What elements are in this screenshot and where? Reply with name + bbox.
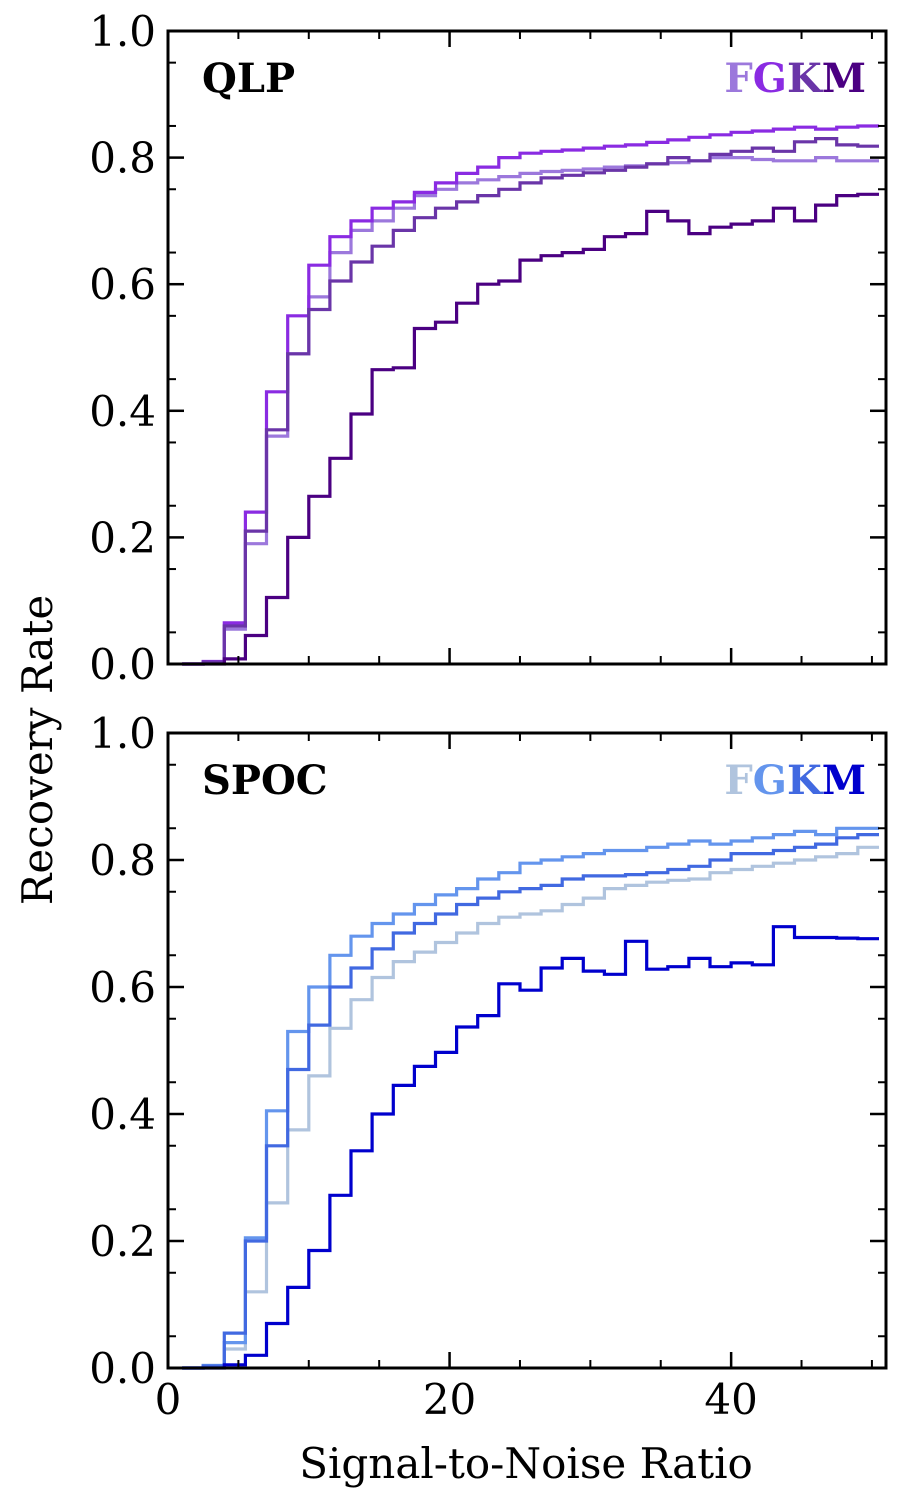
y-tick-label: 0.6 <box>89 260 156 309</box>
legend-letter-g: G <box>753 55 787 102</box>
series-spoc-g <box>182 826 879 1370</box>
legend-qlp: FGKM <box>724 55 866 102</box>
panel-label-qlp: QLP <box>202 55 295 102</box>
y-tick-label: 1.0 <box>89 709 156 758</box>
series-qlp-m <box>182 192 879 666</box>
legend-letter-k: K <box>787 55 823 102</box>
legend-spoc: FGKM <box>724 757 866 804</box>
y-tick-label: 0.6 <box>89 963 156 1012</box>
x-axis-title: Signal-to-Noise Ratio <box>299 1439 753 1488</box>
x-tick-label: 0 <box>155 1375 182 1424</box>
series-qlp-k <box>182 137 879 666</box>
legend-letter-m: M <box>822 757 866 804</box>
x-tick-label: 20 <box>423 1375 476 1424</box>
y-axis-title: Recovery Rate <box>13 595 62 905</box>
axes-frame-qlp <box>166 29 888 666</box>
y-tick-label: 0.4 <box>89 387 156 436</box>
legend-letter-k: K <box>787 757 823 804</box>
y-tick-label: 0.4 <box>89 1090 156 1139</box>
x-tick-label: 40 <box>704 1375 757 1424</box>
legend-letter-f: F <box>724 757 752 804</box>
series-spoc-k <box>182 833 879 1370</box>
panel-label-spoc: SPOC <box>202 757 328 804</box>
series-qlp-g <box>182 124 879 666</box>
y-tick-label: 0.2 <box>89 1217 156 1266</box>
y-tick-label: 0.0 <box>89 1344 156 1393</box>
y-tick-label: 0.8 <box>89 836 156 885</box>
legend-letter-g: G <box>753 757 787 804</box>
y-tick-label: 0.0 <box>89 640 156 689</box>
axes-frame-spoc <box>166 731 888 1370</box>
y-tick-label: 1.0 <box>89 7 156 56</box>
legend-letter-f: F <box>724 55 752 102</box>
series-spoc-m <box>182 925 879 1370</box>
legend-letter-m: M <box>822 55 866 102</box>
panel-spoc: 0.0 0.2 0.4 0.6 0.8 1.0 0 20 40 SPOC FGKM <box>89 709 888 1424</box>
panel-qlp: 0.0 0.2 0.4 0.6 0.8 1.0 QLP FGKM <box>89 7 888 689</box>
y-tick-label: 0.2 <box>89 513 156 562</box>
series-spoc-f <box>182 845 879 1370</box>
y-tick-label: 0.8 <box>89 134 156 183</box>
